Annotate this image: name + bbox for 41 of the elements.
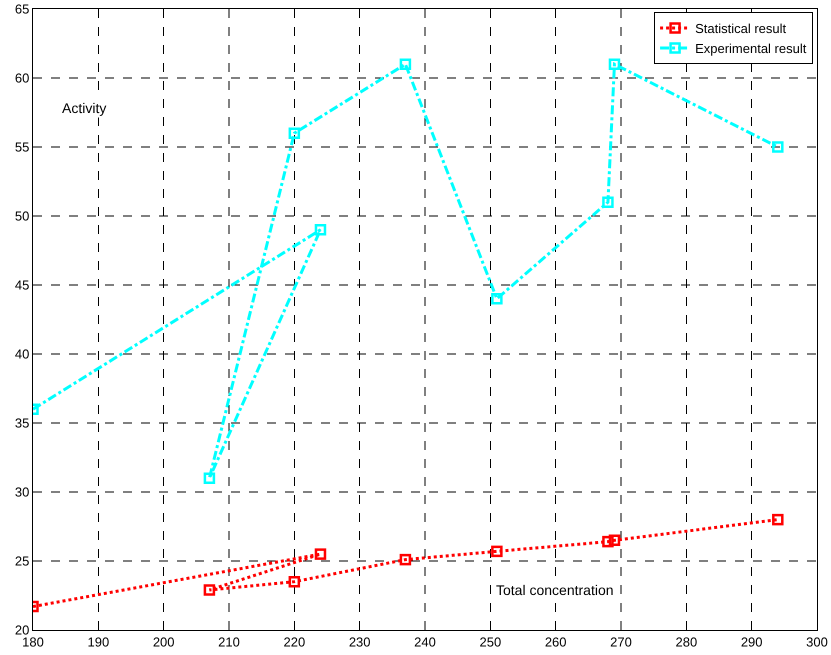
x-tick-label: 250 <box>479 634 502 650</box>
y-tick-label: 30 <box>14 484 30 500</box>
point <box>314 224 326 236</box>
point <box>602 196 614 208</box>
x-tick-label: 290 <box>740 634 763 650</box>
x-tick-label: 240 <box>414 634 436 650</box>
point <box>608 534 620 546</box>
point <box>288 127 300 139</box>
point <box>204 584 216 596</box>
x-tick-label: 270 <box>610 634 632 650</box>
point <box>772 141 784 153</box>
y-tick-label: 60 <box>14 70 30 86</box>
y-tick-label: 35 <box>14 416 30 431</box>
point <box>772 514 784 526</box>
point <box>400 58 412 70</box>
legend-label: Statistical result <box>695 21 786 36</box>
point <box>608 58 620 70</box>
y-tick-label: 50 <box>14 208 30 224</box>
x-tick-label: 230 <box>348 634 371 650</box>
point <box>204 472 216 484</box>
point <box>491 293 503 305</box>
point <box>288 576 300 588</box>
y-tick-label: 45 <box>14 278 30 293</box>
x-tick-label: 260 <box>544 634 567 650</box>
point <box>602 536 614 548</box>
point <box>400 554 412 566</box>
point <box>491 546 503 558</box>
y-axis-title: Activity <box>62 100 106 116</box>
x-tick-label: 300 <box>806 634 828 650</box>
legend-label: Experimental result <box>695 41 807 56</box>
x-tick-label: 190 <box>87 634 110 650</box>
x-tick-label: 280 <box>675 634 698 650</box>
x-tick-label: 210 <box>218 634 240 650</box>
x-tick-label: 220 <box>283 634 306 650</box>
x-tick-label: 200 <box>152 634 175 650</box>
y-tick-label: 40 <box>14 346 30 362</box>
x-axis-title: Total concentration <box>496 582 614 598</box>
point <box>314 548 326 560</box>
y-tick-label: 65 <box>14 2 30 17</box>
y-tick-label: 25 <box>14 554 30 569</box>
y-tick-label: 55 <box>14 140 30 155</box>
